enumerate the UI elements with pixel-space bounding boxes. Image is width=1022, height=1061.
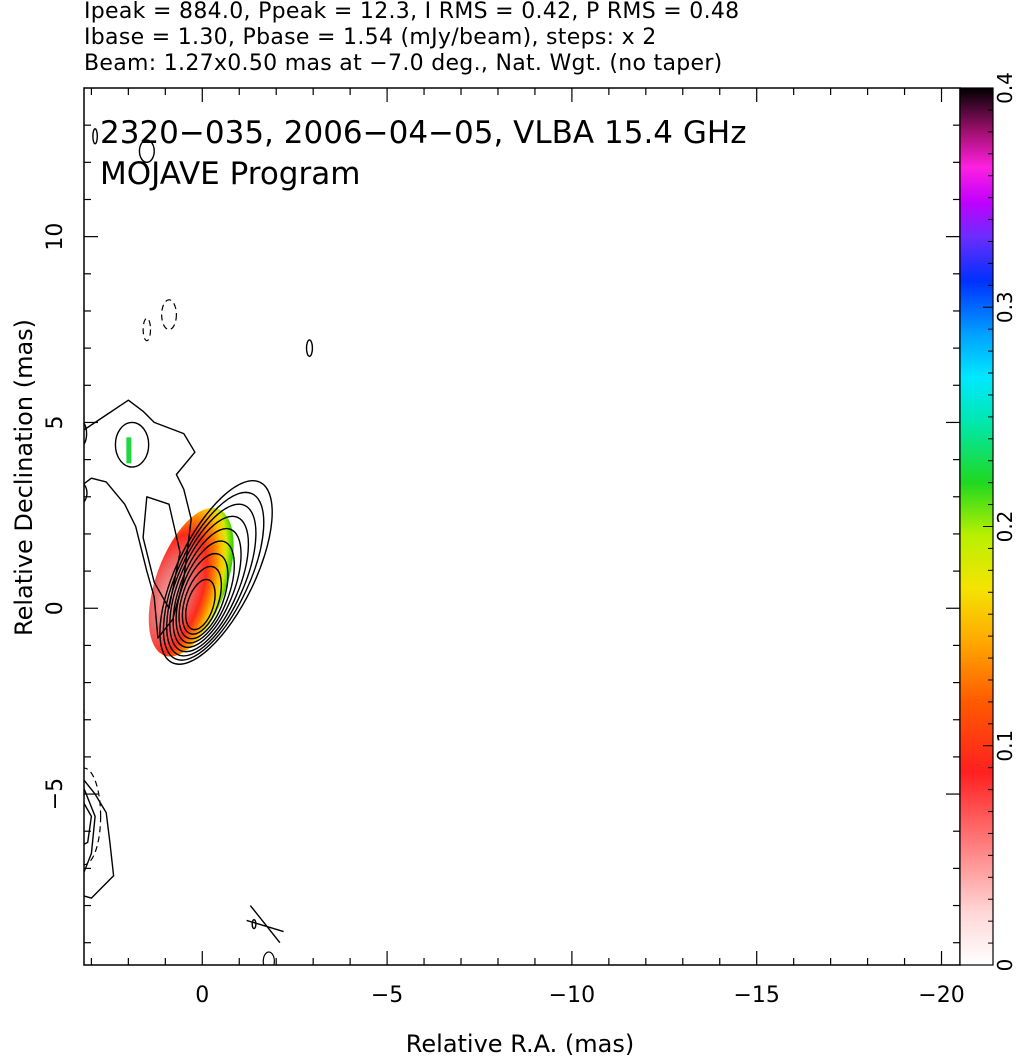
knot-color-spot [126,437,132,464]
header-line-1: Ipeak = 884.0, Ppeak = 12.3, I RMS = 0.4… [84,0,740,24]
lower-inner-contour [84,786,96,873]
program-annotation: MOJAVE Program [100,156,360,192]
core-contour-ring [181,565,223,635]
isolated-contour [138,139,155,164]
colorbar-tick-label: 0.3 [993,291,1017,323]
core-contour-ring [169,515,250,653]
upper-inner-contour [142,496,181,609]
y-tick-label: 5 [43,415,68,429]
x-tick-label: 0 [195,983,209,1008]
beam-cross-major [249,905,281,944]
isolated-contour [84,421,88,446]
isolated-contour [251,918,257,930]
source-annotation: 2320−035, 2006−04−05, VLBA 15.4 GHz [100,115,746,151]
colorbar-tick-label: 0 [993,959,1017,972]
y-tick-label: 0 [43,601,68,615]
y-axis-label: Relative Declination (mas) [10,318,38,636]
isolated-contour [17,671,24,687]
isolated-contour [84,483,88,503]
dashed-contour [142,317,152,342]
isolated-contour [92,128,99,145]
core-contour [175,540,236,644]
core-contour [172,527,242,649]
core-contour-ring [162,491,265,661]
y-tick-label: −5 [43,778,68,810]
dashed-contour [84,767,102,866]
header-line-3: Beam: 1.27x0.50 mas at −7.0 deg., Nat. W… [84,51,723,76]
core-contour-ring [166,503,257,657]
x-tick-label: −15 [733,983,779,1008]
core-contour [185,578,216,631]
core-contour-ring [172,527,242,649]
core-contour-ring [159,480,273,665]
header-line-2: Ibase = 1.30, Pbase = 1.54 (mJy/beam), s… [84,25,657,50]
core-contour [178,552,229,640]
y-tick-label: 10 [43,223,68,251]
core-contour [159,480,273,665]
core-contour [166,503,257,657]
isolated-contour [20,932,30,954]
core-contour-ring [178,552,229,640]
isolated-contour [305,339,314,358]
x-tick-label: −10 [549,983,595,1008]
colorbar-tick-label: 0.2 [993,511,1017,543]
lower-jet-contour [84,704,115,899]
colorbar-tick-label: 0.4 [993,72,1017,104]
colorbar-tick-label: 0.1 [993,730,1017,762]
core-contour [169,515,250,653]
beam-ellipse [262,951,275,965]
knot-contour [114,421,150,468]
core-contour [162,491,265,661]
x-axis-label: Relative R.A. (mas) [405,1030,635,1058]
core-contour-ring [175,540,236,644]
x-tick-label: −5 [371,983,403,1008]
upper-jet-contour [84,399,196,639]
core-contour-ring [185,578,216,631]
dashed-contour [161,299,178,331]
beam-cross-minor [246,919,284,933]
x-tick-label: −20 [918,983,964,1008]
lower-inner-contour-2 [84,801,93,846]
core-contour [181,565,223,635]
